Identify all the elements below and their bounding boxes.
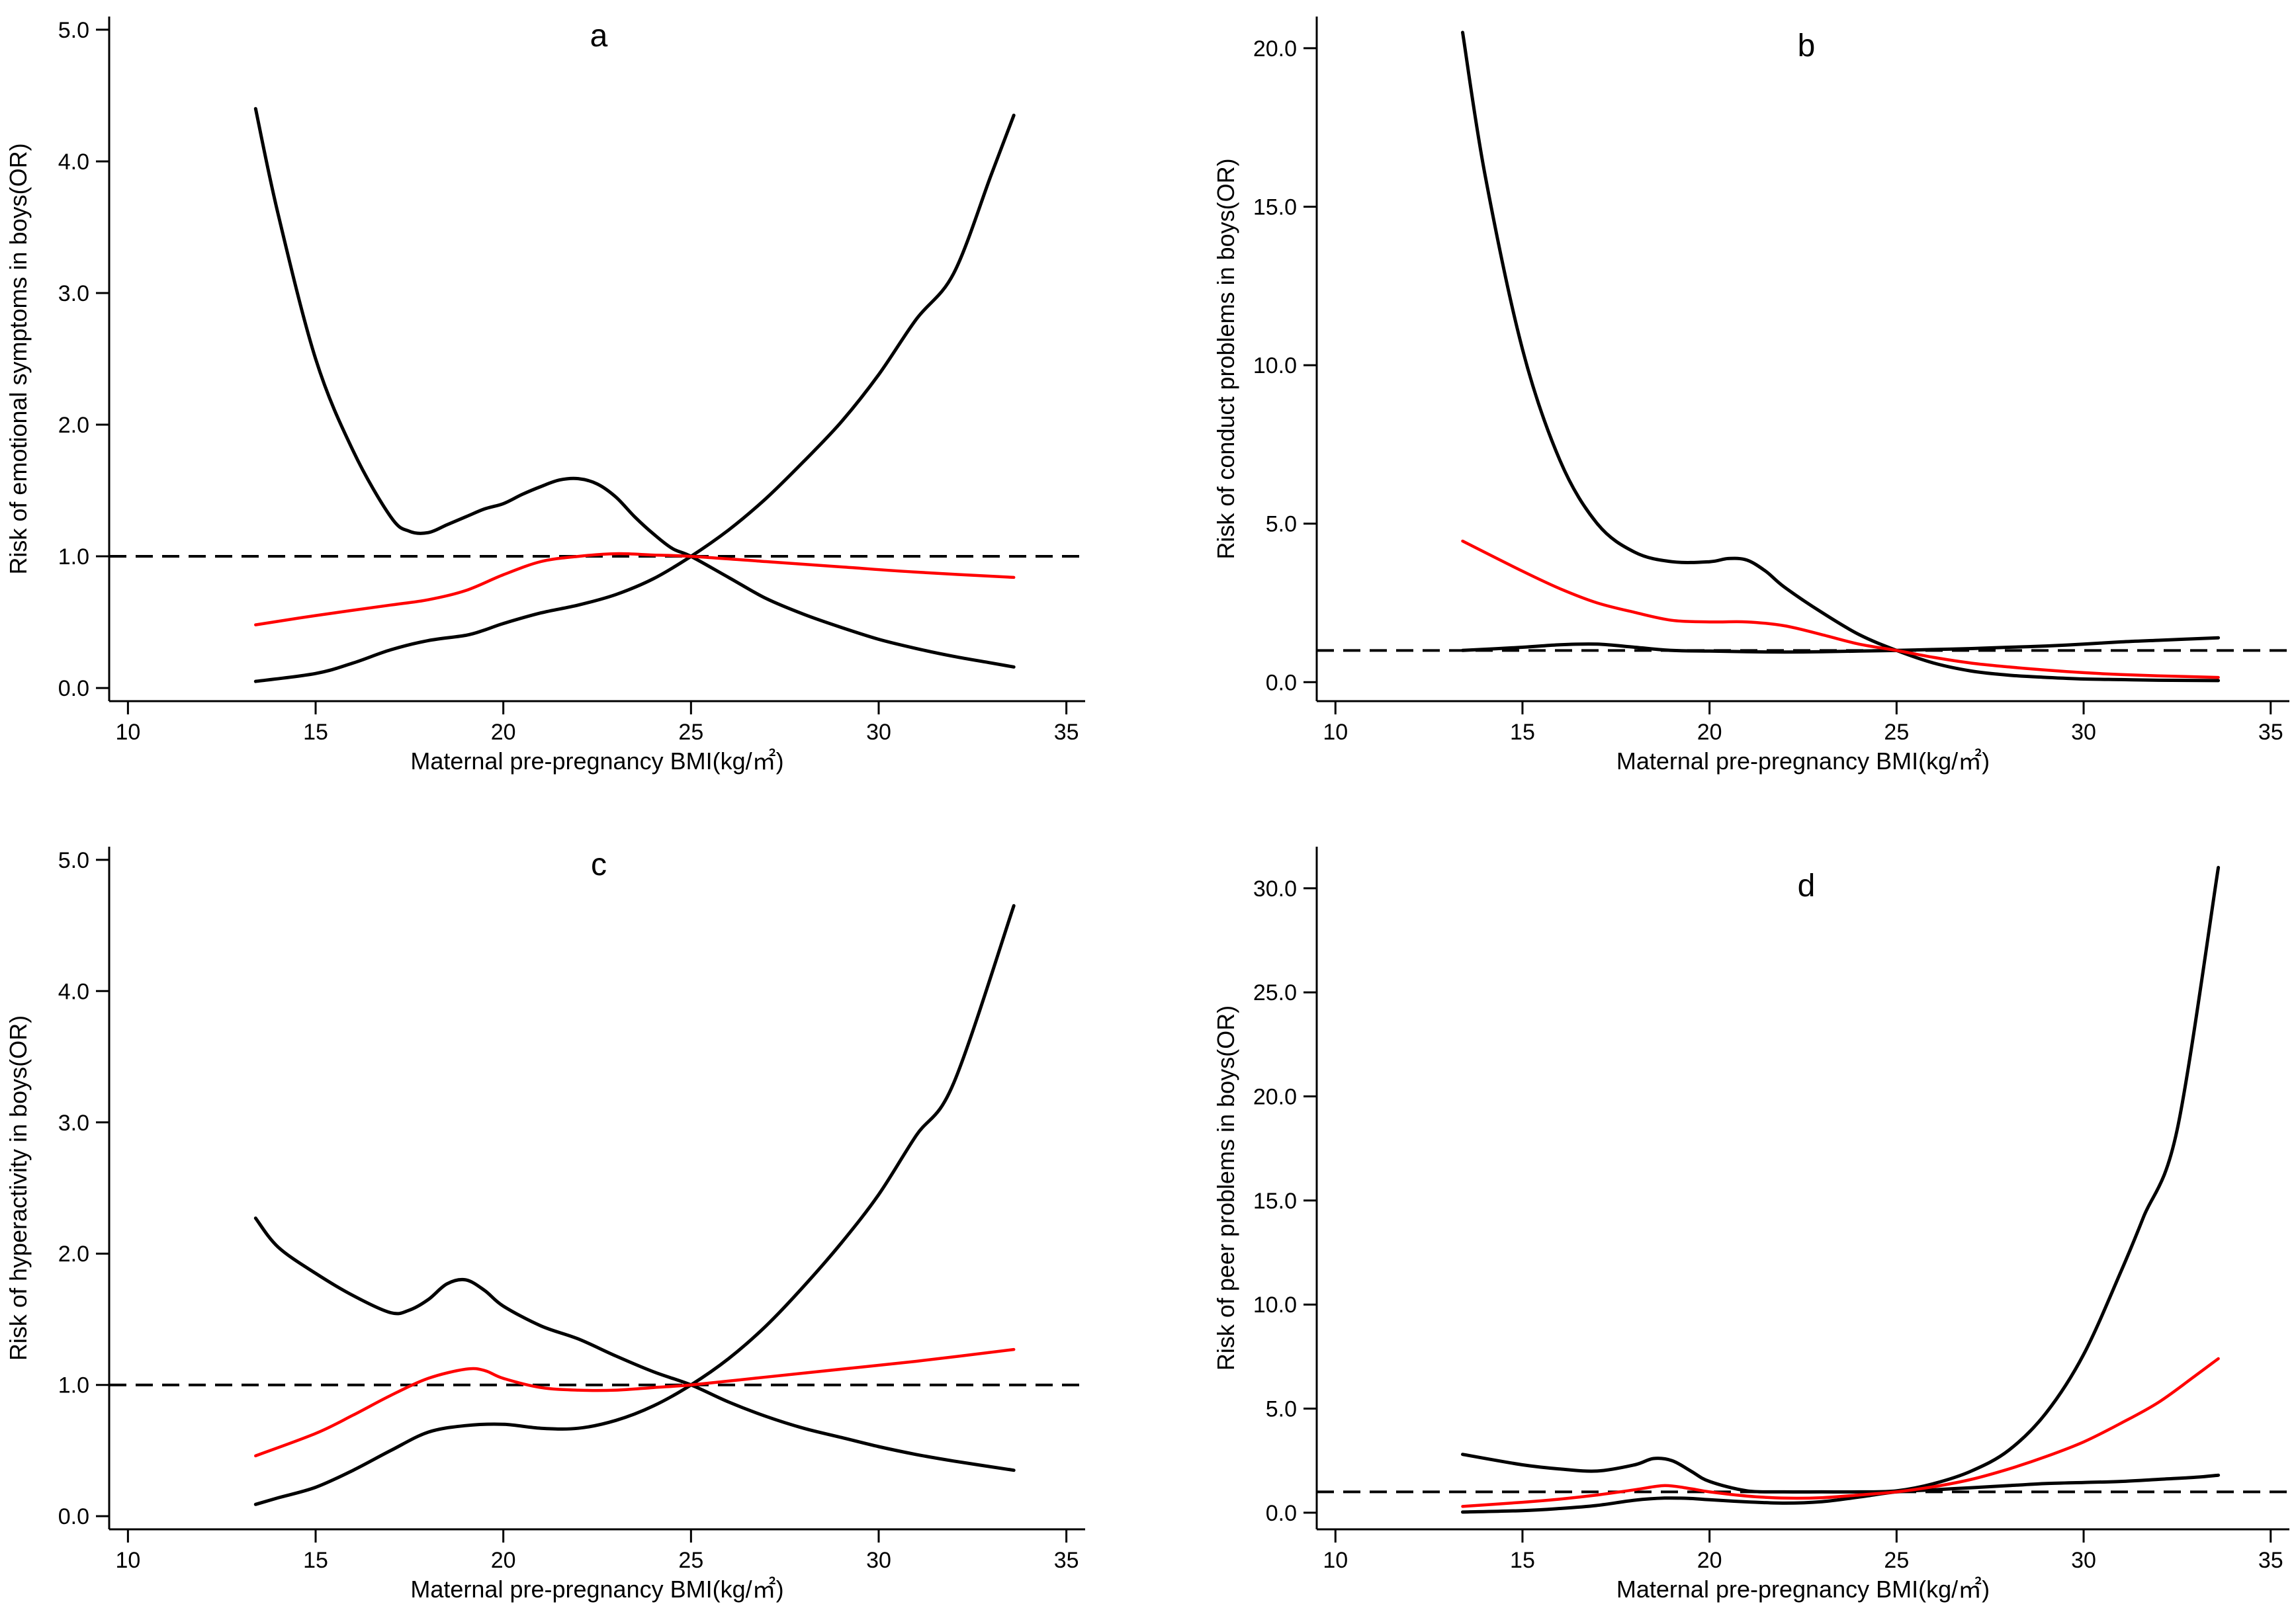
y-tick-label: 20.0 bbox=[1253, 1085, 1297, 1110]
x-tick-label: 30 bbox=[866, 1548, 891, 1573]
upper-ci-line bbox=[253, 1216, 1016, 1472]
y-tick-label: 5.0 bbox=[58, 18, 89, 43]
y-axis-title: Risk of conduct problems in boys(OR) bbox=[1212, 158, 1239, 559]
y-tick-label: 4.0 bbox=[58, 979, 89, 1004]
panel-c: 10 15 20 25 30 35 0.0 1.0 2.0 3.0 4.0 5.0 Maternal p… bbox=[5, 847, 1085, 1603]
x-axis-title: Maternal pre-pregnancy BMI(kg/㎡) bbox=[1616, 1576, 1990, 1603]
x-tick-label: 10 bbox=[1323, 720, 1348, 745]
x-tick-label: 20 bbox=[1697, 1548, 1722, 1573]
y-tick-label: 2.0 bbox=[58, 1242, 89, 1267]
x-tick-label: 15 bbox=[303, 1548, 328, 1573]
lower-ci-line bbox=[253, 113, 1016, 683]
y-tick-label: 1.0 bbox=[58, 1373, 89, 1398]
y-tick-label: 4.0 bbox=[58, 149, 89, 175]
x-tick-label: 25 bbox=[678, 720, 703, 745]
y-tick-label: 10.0 bbox=[1253, 353, 1297, 378]
panel-label: a bbox=[590, 19, 608, 54]
x-tick-label: 20 bbox=[491, 720, 516, 745]
y-tick-label: 3.0 bbox=[58, 281, 89, 306]
y-tick-label: 3.0 bbox=[58, 1111, 89, 1136]
x-tick-label: 10 bbox=[115, 1548, 140, 1573]
x-tick-label: 30 bbox=[2071, 1548, 2096, 1573]
lower-ci-line bbox=[1461, 1473, 2221, 1514]
upper-ci-line bbox=[253, 106, 1016, 669]
x-tick-label: 30 bbox=[866, 720, 891, 745]
y-tick-label: 1.0 bbox=[58, 544, 89, 570]
y-axis-title: Risk of peer problems in boys(OR) bbox=[1212, 1005, 1239, 1371]
x-tick-label: 10 bbox=[115, 720, 140, 745]
lower-ci-line bbox=[1461, 636, 2221, 654]
or-estimate-line bbox=[1461, 1357, 2220, 1508]
x-tick-label: 25 bbox=[1884, 720, 1909, 745]
upper-ci-line bbox=[1461, 30, 2221, 683]
lower-ci-line bbox=[253, 904, 1016, 1506]
panel-label: d bbox=[1798, 869, 1816, 904]
or-estimate-line bbox=[254, 552, 1016, 626]
x-tick-label: 35 bbox=[1054, 1548, 1079, 1573]
y-tick-label: 0.0 bbox=[1266, 670, 1297, 695]
panel-label: b bbox=[1798, 28, 1816, 64]
x-tick-label: 25 bbox=[678, 1548, 703, 1573]
y-tick-label: 0.0 bbox=[58, 676, 89, 701]
x-axis-title: Maternal pre-pregnancy BMI(kg/㎡) bbox=[1616, 747, 1990, 775]
x-tick-label: 15 bbox=[303, 720, 328, 745]
y-tick-label: 20.0 bbox=[1253, 36, 1297, 62]
x-axis-title: Maternal pre-pregnancy BMI(kg/㎡) bbox=[410, 747, 783, 775]
y-axis-title: Risk of hyperactivity in boys(OR) bbox=[5, 1015, 32, 1361]
x-tick-label: 35 bbox=[2258, 1548, 2283, 1573]
panel-a: 10 15 20 25 30 35 0.0 1.0 2.0 3.0 4.0 5.0 Maternal p… bbox=[5, 17, 1085, 775]
y-tick-label: 0.0 bbox=[58, 1504, 89, 1529]
x-tick-label: 15 bbox=[1510, 1548, 1535, 1573]
y-tick-label: 15.0 bbox=[1253, 195, 1297, 220]
y-tick-label: 30.0 bbox=[1253, 876, 1297, 902]
panel-label: c bbox=[591, 847, 607, 882]
y-axis-title: Risk of emotional symptoms in boys(OR) bbox=[5, 143, 32, 574]
x-tick-label: 20 bbox=[1697, 720, 1722, 745]
x-tick-label: 35 bbox=[2258, 720, 2283, 745]
or-estimate-line bbox=[1461, 539, 2220, 679]
y-tick-label: 2.0 bbox=[58, 413, 89, 438]
upper-ci-line bbox=[1461, 866, 2221, 1494]
y-tick-label: 25.0 bbox=[1253, 980, 1297, 1005]
x-tick-label: 25 bbox=[1884, 1548, 1909, 1573]
x-tick-label: 15 bbox=[1510, 720, 1535, 745]
x-tick-label: 35 bbox=[1054, 720, 1079, 745]
panel-d: 10 15 20 25 30 35 0.0 5.0 10.0 15.0 20.0 25.0 30.0 Ma… bbox=[1212, 847, 2289, 1603]
y-tick-label: 5.0 bbox=[1266, 1397, 1297, 1422]
y-tick-label: 5.0 bbox=[58, 848, 89, 873]
or-estimate-line bbox=[254, 1347, 1016, 1458]
x-axis-title: Maternal pre-pregnancy BMI(kg/㎡) bbox=[410, 1576, 783, 1603]
y-tick-label: 10.0 bbox=[1253, 1293, 1297, 1318]
x-tick-label: 10 bbox=[1323, 1548, 1348, 1573]
y-tick-label: 5.0 bbox=[1266, 512, 1297, 537]
x-tick-label: 20 bbox=[491, 1548, 516, 1573]
y-tick-label: 15.0 bbox=[1253, 1189, 1297, 1214]
x-tick-label: 30 bbox=[2071, 720, 2096, 745]
y-tick-label: 0.0 bbox=[1266, 1501, 1297, 1526]
panel-b: 10 15 20 25 30 35 0.0 5.0 10.0 15.0 20.0 Maternal p… bbox=[1212, 17, 2289, 775]
